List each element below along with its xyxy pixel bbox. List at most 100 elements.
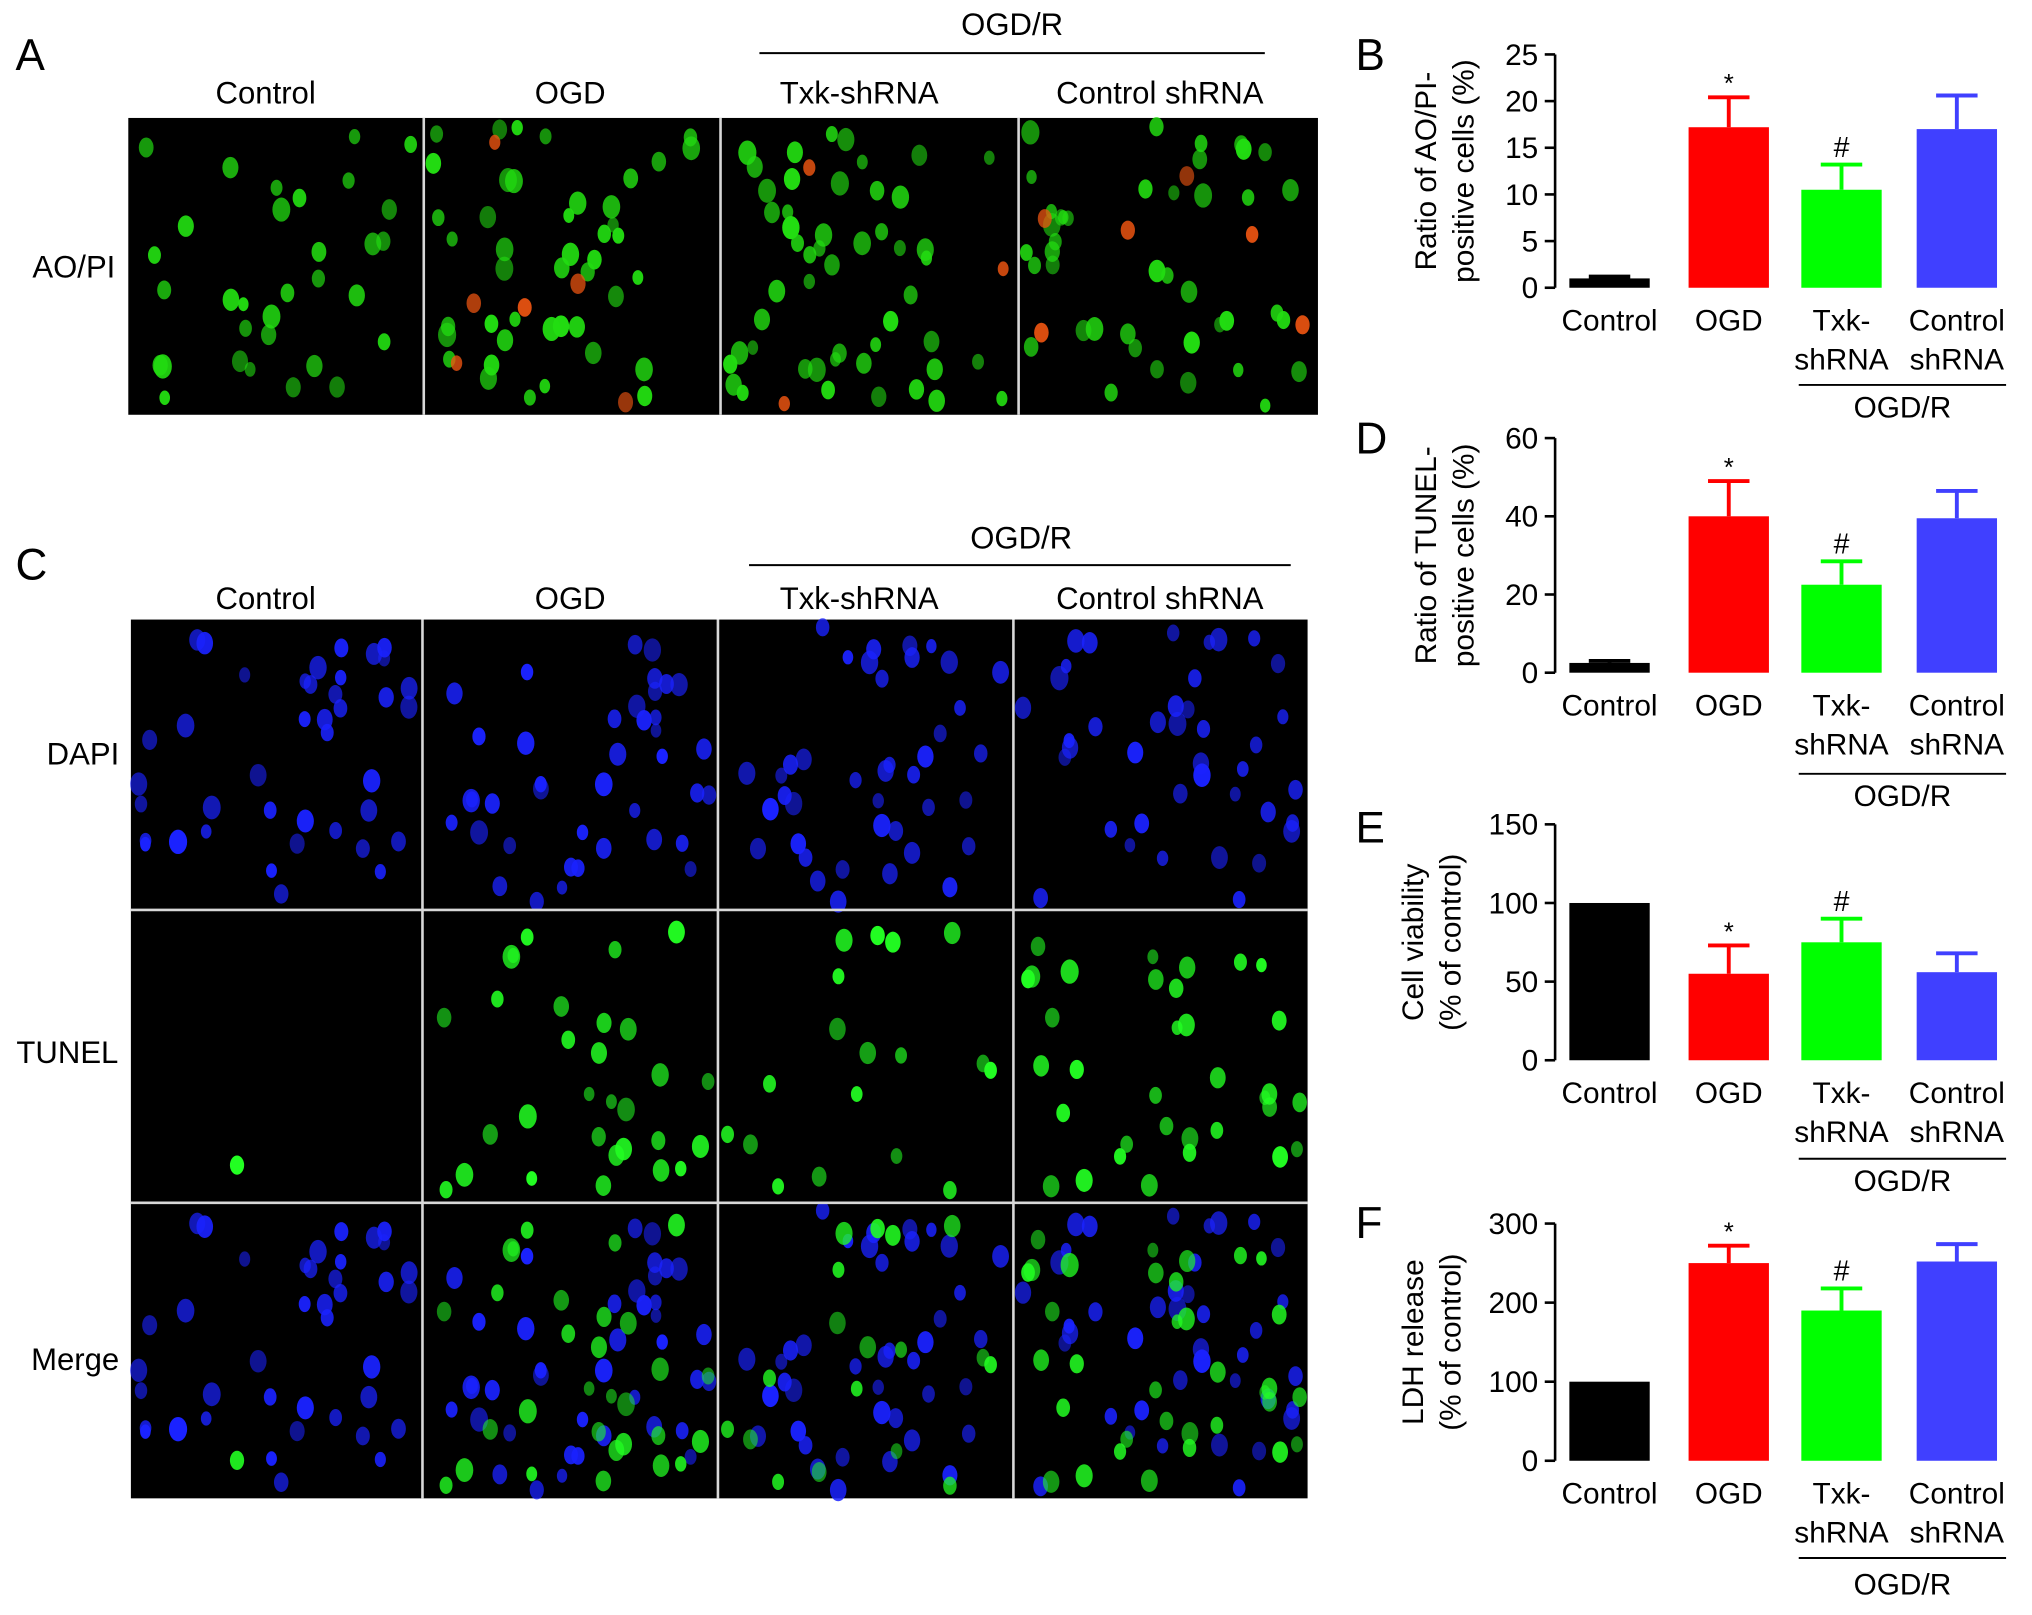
cell-nucleus (1120, 1135, 1134, 1153)
cell-nucleus (1113, 1148, 1127, 1165)
x-tick-label: Control (1562, 305, 1658, 338)
cell-nucleus (1180, 371, 1197, 394)
cell-nucleus (309, 655, 327, 680)
cell-nucleus (157, 280, 172, 300)
cell-nucleus (690, 783, 705, 803)
y-axis-label-line: Ratio of AO/PI- (1410, 72, 1443, 271)
cell-nucleus (656, 748, 668, 764)
cell-nucleus (534, 1362, 547, 1379)
panel-a-micrograph-strip (128, 117, 1318, 415)
cell-nucleus (1140, 1469, 1158, 1492)
cell-nucleus (200, 1411, 212, 1426)
cell-nucleus (334, 1254, 347, 1270)
cell-nucleus (870, 337, 882, 353)
cell-nucleus (400, 1280, 418, 1304)
cell-nucleus (992, 1244, 1010, 1268)
cell-nucleus (602, 195, 621, 219)
bar (1688, 1263, 1769, 1461)
cell-nucleus (856, 352, 872, 374)
cell-nucleus (650, 723, 662, 738)
cell-nucleus (404, 135, 418, 153)
cell-nucleus (266, 1451, 277, 1466)
cell-nucleus (1045, 1301, 1060, 1322)
cell-nucleus (1290, 1141, 1303, 1158)
cell-nucleus (933, 1310, 947, 1328)
cell-nucleus (571, 1447, 585, 1465)
cell-nucleus (807, 357, 826, 382)
cell-nucleus (829, 1478, 847, 1502)
cell-nucleus (1232, 1479, 1246, 1497)
cell-nucleus (450, 355, 463, 371)
cell-nucleus (873, 813, 891, 838)
cell-nucleus (701, 785, 717, 805)
cell-nucleus (292, 188, 307, 208)
cell-nucleus (1188, 669, 1202, 688)
cell-nucleus (917, 745, 934, 768)
cell-nucleus (311, 241, 327, 262)
cell-nucleus (916, 238, 934, 262)
cell-nucleus (943, 921, 961, 945)
x-tick-label: Txk- (1813, 689, 1871, 722)
cell-nucleus (374, 864, 386, 880)
cell-nucleus (561, 1324, 576, 1343)
cell-nucleus (1149, 1381, 1162, 1399)
cell-nucleus (484, 793, 500, 814)
cell-nucleus (1023, 1258, 1041, 1282)
cell-nucleus (1124, 838, 1136, 853)
cell-nucleus (569, 191, 587, 215)
cell-nucleus (768, 279, 786, 303)
cell-nucleus (263, 801, 277, 819)
cell-nucleus (1252, 853, 1267, 873)
cell-nucleus (1171, 1314, 1183, 1329)
y-tick-label: 0 (1522, 272, 1539, 305)
cell-nucleus (1203, 634, 1216, 650)
cell-nucleus (829, 1017, 846, 1041)
cell-nucleus (492, 876, 508, 897)
cell-nucleus (140, 1424, 151, 1439)
cell-nucleus (260, 324, 277, 346)
cell-nucleus (783, 167, 801, 191)
cell-nucleus (926, 1222, 937, 1237)
panel-c-column-label-control-shrna: Control shRNA (1056, 581, 1264, 616)
cell-nucleus (943, 1214, 961, 1238)
cell-nucleus (651, 1357, 669, 1382)
cell-nucleus (1056, 1103, 1071, 1123)
cell-nucleus (904, 1230, 920, 1252)
cell-nucleus (400, 1261, 418, 1285)
cell-nucleus (518, 1104, 537, 1129)
cell-nucleus (342, 172, 355, 189)
cell-nucleus (803, 273, 816, 290)
cell-nucleus (1127, 741, 1144, 764)
cell-nucleus (803, 246, 817, 264)
cell-nucleus (1179, 1250, 1196, 1273)
cell-nucleus (311, 269, 326, 288)
cell-nucleus (1014, 696, 1032, 719)
cell-nucleus (328, 1269, 343, 1289)
cell-nucleus (289, 833, 305, 854)
cell-nucleus (675, 834, 689, 852)
cell-nucleus (1088, 1302, 1103, 1322)
cell-nucleus (1149, 1296, 1166, 1319)
cell-nucleus (790, 833, 807, 855)
cell-nucleus (763, 1369, 776, 1388)
cell-nucleus (249, 763, 267, 787)
cell-nucleus (608, 1144, 625, 1166)
cell-nucleus (1232, 890, 1246, 909)
cell-nucleus (1069, 1059, 1084, 1080)
cell-nucleus (629, 802, 641, 819)
cell-nucleus (670, 1257, 688, 1281)
cell-nucleus (1138, 179, 1153, 199)
cell-nucleus (523, 389, 536, 406)
cell-nucleus (1236, 761, 1249, 777)
cell-nucleus (974, 1329, 988, 1349)
cell-nucleus (762, 797, 779, 821)
cell-nucleus (391, 1418, 406, 1439)
cell-nucleus (455, 1458, 474, 1483)
cell-nucleus (659, 673, 674, 694)
cell-nucleus (782, 754, 799, 775)
cell-nucleus (492, 119, 508, 140)
y-axis-label-line: (% of control) (1435, 1254, 1468, 1431)
panel-letter-c: C (16, 540, 48, 589)
cell-nucleus (1128, 338, 1142, 358)
